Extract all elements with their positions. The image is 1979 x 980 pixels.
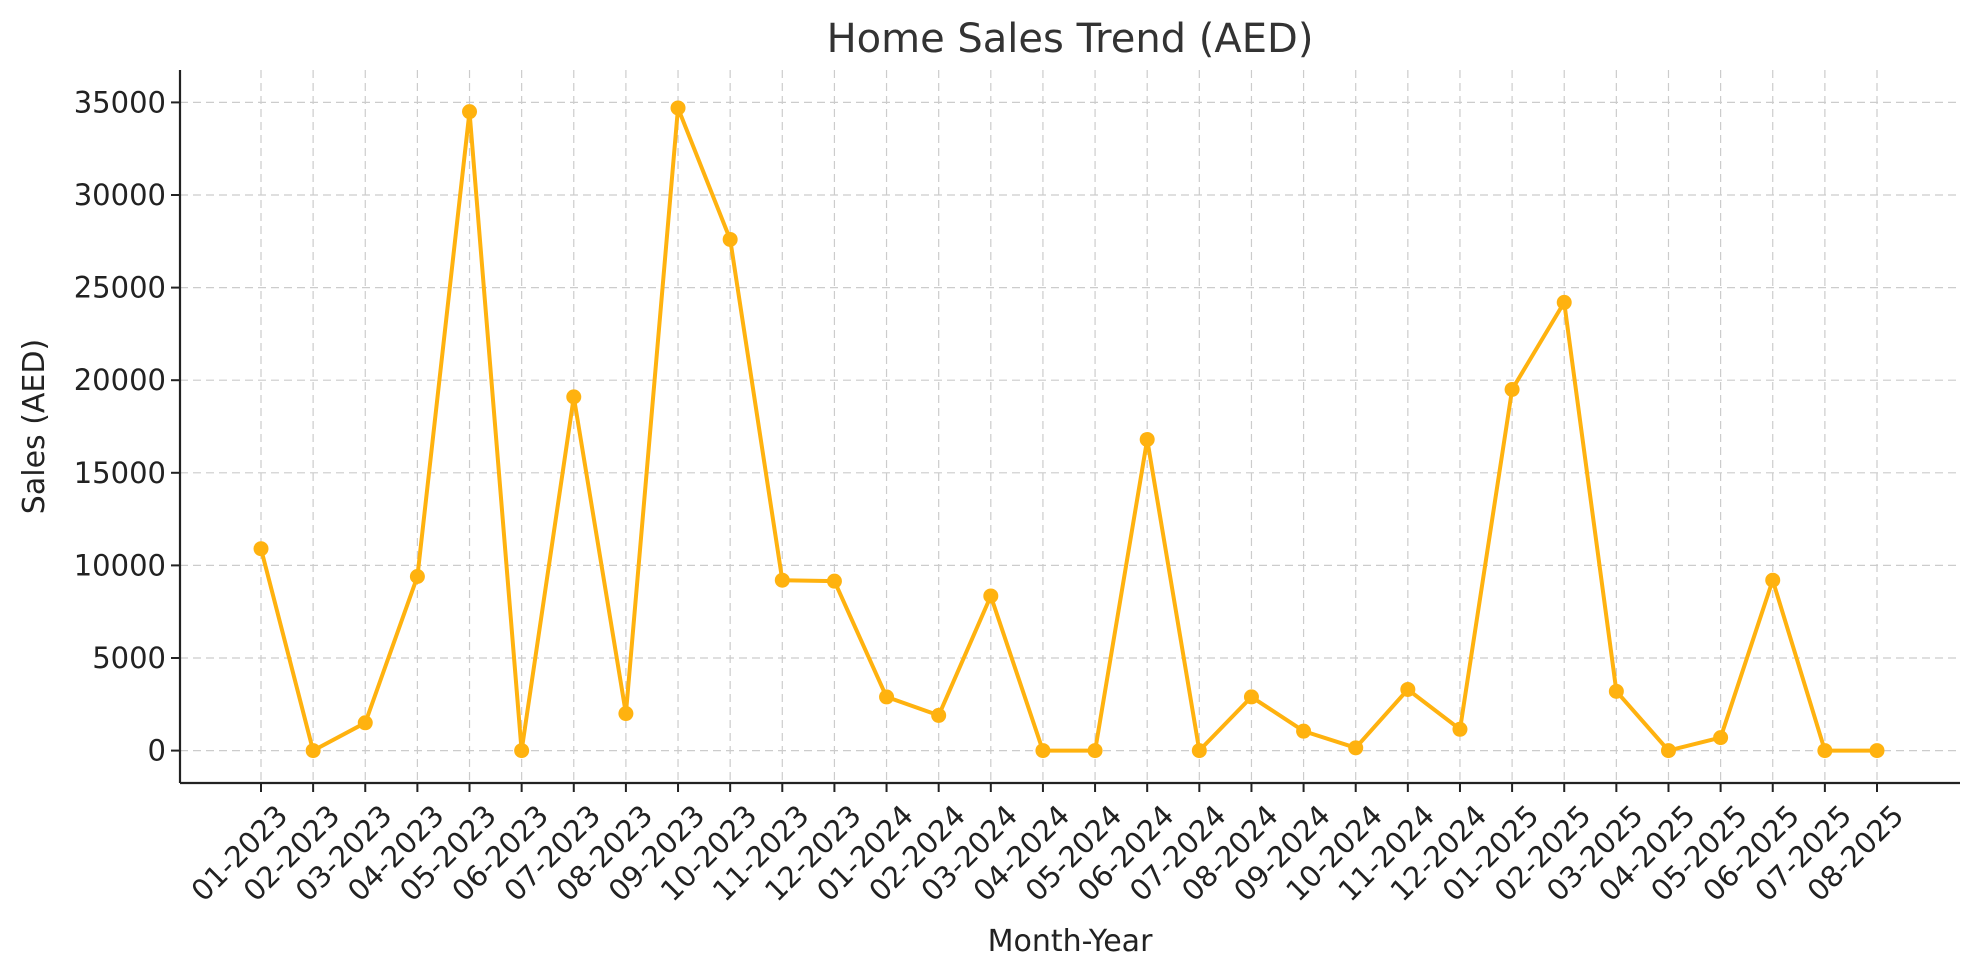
data-point [1556, 294, 1572, 310]
data-point [1191, 743, 1207, 759]
data-point [357, 715, 373, 731]
series-layer [253, 100, 1885, 759]
data-point [253, 541, 269, 557]
data-point [1400, 681, 1416, 697]
data-point [1243, 689, 1259, 705]
data-point [1139, 431, 1155, 447]
data-point [1660, 743, 1676, 759]
data-point [409, 569, 425, 585]
data-point [305, 743, 321, 759]
data-point [983, 588, 999, 604]
data-point [566, 389, 582, 405]
labels-layer: Home Sales Trend (AED) Month-Year Sales … [17, 16, 1313, 959]
data-point [1817, 743, 1833, 759]
data-point [462, 104, 478, 120]
data-point [1035, 743, 1051, 759]
data-point [1504, 381, 1520, 397]
data-point [514, 743, 530, 759]
data-point [618, 706, 634, 722]
y-tick-label: 5000 [92, 641, 166, 675]
data-point [774, 572, 790, 588]
grid-layer [180, 70, 1960, 783]
y-tick-label: 0 [148, 734, 166, 768]
chart-title: Home Sales Trend (AED) [827, 16, 1314, 62]
y-tick-label: 35000 [74, 85, 166, 119]
data-point [1087, 743, 1103, 759]
data-point [1765, 572, 1781, 588]
data-point [1296, 723, 1312, 739]
y-axis-label: Sales (AED) [17, 339, 52, 514]
data-point [931, 707, 947, 723]
x-axis-label: Month-Year [988, 924, 1153, 959]
y-tick-label: 30000 [74, 178, 166, 212]
y-tick-label: 25000 [74, 271, 166, 305]
axes-layer: 0500010000150002000025000300003500001-20… [74, 70, 1960, 908]
y-tick-label: 10000 [74, 548, 166, 582]
data-point [1452, 721, 1468, 737]
data-point [1713, 730, 1729, 746]
series-line [259, 106, 1877, 753]
y-tick-label: 15000 [74, 456, 166, 490]
data-point [1869, 743, 1885, 759]
data-point [1608, 683, 1624, 699]
data-point [826, 573, 842, 589]
data-point [722, 231, 738, 247]
y-tick-label: 20000 [74, 363, 166, 397]
data-point [1348, 740, 1364, 756]
data-point [879, 689, 895, 705]
data-point [670, 100, 686, 116]
